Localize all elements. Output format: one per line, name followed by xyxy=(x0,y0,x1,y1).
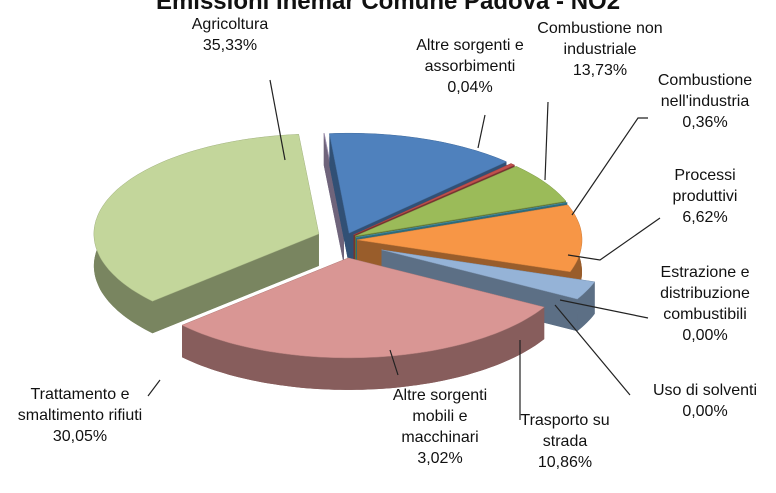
data-label: Altre sorgenti mobili e macchinari 3,02% xyxy=(380,385,500,469)
slice xyxy=(356,204,583,273)
slice-side xyxy=(182,307,545,390)
pie xyxy=(93,132,596,390)
data-label: Processi produttivi 6,62% xyxy=(640,165,770,228)
category-label: Altre sorgenti e assorbimenti xyxy=(416,37,524,75)
leader-line xyxy=(269,79,286,161)
leader-lines xyxy=(147,79,661,420)
slice-wall xyxy=(329,133,349,266)
slice xyxy=(329,132,508,234)
data-label: Combustione non industriale 13,73% xyxy=(535,18,665,81)
slice-side xyxy=(577,281,595,332)
category-label: Estrazione e distribuzione combustibili xyxy=(660,264,750,323)
leader-line xyxy=(559,299,649,319)
leader-line xyxy=(389,349,399,376)
leader-line xyxy=(571,117,648,216)
data-label: Trattamento e smaltimento rifiuti 30,05% xyxy=(0,384,160,447)
slice xyxy=(93,134,320,302)
leader-line xyxy=(567,217,661,261)
value-label: 35,33% xyxy=(202,37,258,54)
value-label: 13,73% xyxy=(572,62,628,79)
value-label: 3,02% xyxy=(417,450,463,467)
category-label: Combustione nell'industria xyxy=(657,72,753,110)
value-label: 0,00% xyxy=(682,403,728,420)
value-label: 0,04% xyxy=(447,79,493,96)
slice-side xyxy=(323,133,325,166)
slice xyxy=(181,257,545,359)
data-label: Estrazione e distribuzione combustibili 0… xyxy=(630,262,776,346)
chart-title: Emissioni Inemar Comune Padova - NO2 xyxy=(155,0,621,15)
leader-line xyxy=(554,304,631,396)
category-label: Altre sorgenti mobili e macchinari xyxy=(392,387,488,446)
category-label: Trattamento e smaltimento rifiuti xyxy=(17,386,143,424)
value-label: 0,36% xyxy=(682,114,728,131)
leader-line xyxy=(147,379,161,397)
slice xyxy=(356,202,568,238)
data-label: Trasporto su strada 10,86% xyxy=(500,410,630,473)
leader-line xyxy=(544,101,549,181)
value-label: 30,05% xyxy=(52,428,108,445)
slice xyxy=(353,163,516,236)
slice-wall xyxy=(152,233,319,334)
data-label: Altre sorgenti e assorbimenti 0,04% xyxy=(400,35,540,98)
slice xyxy=(355,166,567,237)
leader-line xyxy=(477,114,486,149)
slice-wall xyxy=(324,133,344,265)
value-label: 0,00% xyxy=(682,327,728,344)
data-label: Uso di solventi 0,00% xyxy=(630,380,776,422)
category-label: Processi produttivi xyxy=(672,167,738,205)
data-label: Combustione nell'industria 0,36% xyxy=(630,70,776,133)
category-label: Agricoltura xyxy=(191,16,269,33)
category-label: Trasporto su strada xyxy=(520,412,610,450)
value-label: 6,62% xyxy=(682,209,728,226)
value-label: 10,86% xyxy=(537,454,593,471)
slice xyxy=(381,249,596,300)
data-label: Agricoltura 35,33% xyxy=(160,14,300,56)
category-label: Combustione non industriale xyxy=(537,20,663,58)
category-label: Uso di solventi xyxy=(652,382,758,399)
